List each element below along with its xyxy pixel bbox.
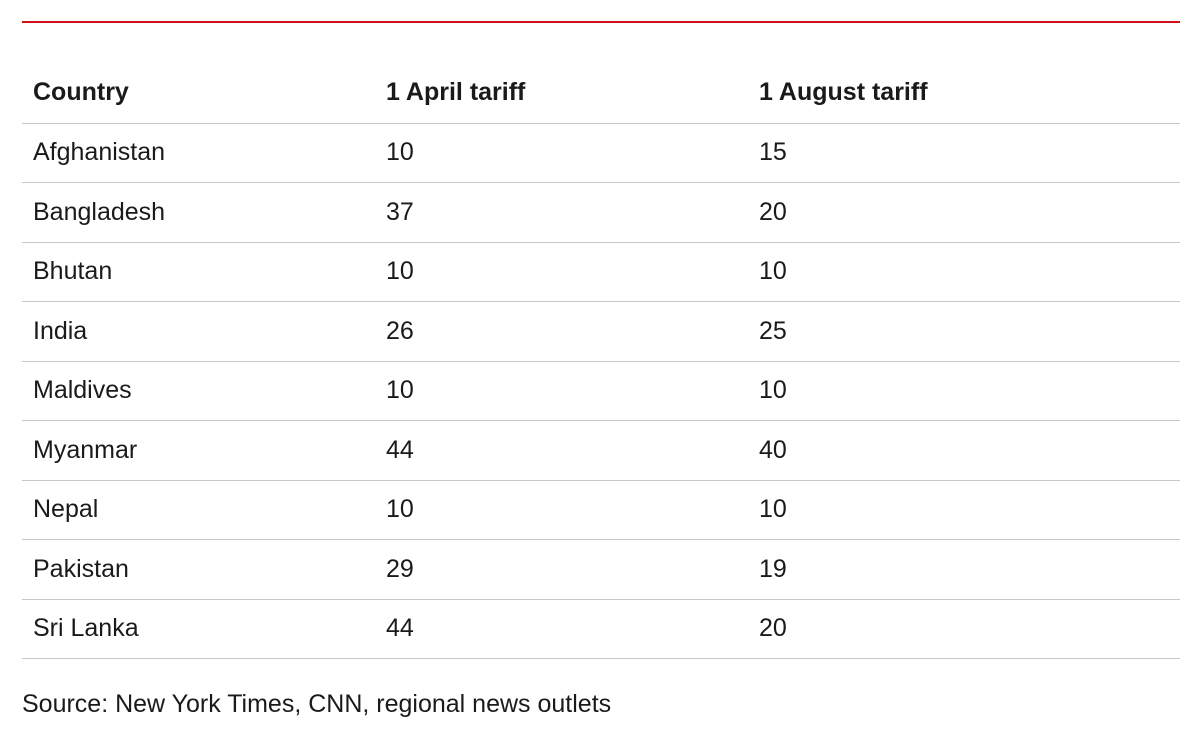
country-cell: Bhutan <box>22 242 375 302</box>
table-row: Bhutan 10 10 <box>22 242 1180 302</box>
april-tariff-cell: 10 <box>375 242 748 302</box>
table-header: Country 1 April tariff 1 August tariff <box>22 64 1180 124</box>
country-cell: India <box>22 301 375 362</box>
country-cell: Nepal <box>22 480 375 540</box>
table-row: Sri Lanka 44 20 <box>22 599 1180 659</box>
country-cell: Myanmar <box>22 420 375 481</box>
table-row: Pakistan 29 19 <box>22 539 1180 600</box>
august-tariff-cell: 40 <box>748 420 1180 481</box>
august-tariff-cell: 20 <box>748 182 1180 243</box>
country-cell: Pakistan <box>22 539 375 600</box>
table-row: Afghanistan 10 15 <box>22 123 1180 183</box>
august-tariff-cell: 15 <box>748 123 1180 183</box>
august-tariff-cell: 25 <box>748 301 1180 362</box>
top-accent-rule <box>22 21 1180 23</box>
august-tariff-cell: 10 <box>748 480 1180 540</box>
header-row: Country 1 April tariff 1 August tariff <box>22 64 1180 124</box>
april-tariff-cell: 37 <box>375 182 748 243</box>
april-tariff-cell: 26 <box>375 301 748 362</box>
april-tariff-cell: 29 <box>375 539 748 600</box>
table-row: Bangladesh 37 20 <box>22 182 1180 243</box>
column-header-country: Country <box>22 64 375 124</box>
source-note: Source: New York Times, CNN, regional ne… <box>22 690 612 718</box>
april-tariff-cell: 44 <box>375 599 748 659</box>
column-header-april-tariff: 1 April tariff <box>375 64 748 124</box>
column-header-august-tariff: 1 August tariff <box>748 64 1180 124</box>
august-tariff-cell: 10 <box>748 361 1180 421</box>
country-cell: Afghanistan <box>22 123 375 183</box>
august-tariff-cell: 10 <box>748 242 1180 302</box>
april-tariff-cell: 10 <box>375 480 748 540</box>
april-tariff-cell: 44 <box>375 420 748 481</box>
august-tariff-cell: 19 <box>748 539 1180 600</box>
august-tariff-cell: 20 <box>748 599 1180 659</box>
april-tariff-cell: 10 <box>375 123 748 183</box>
table-row: India 26 25 <box>22 301 1180 362</box>
tariff-table: Country 1 April tariff 1 August tariff A… <box>22 64 1180 659</box>
country-cell: Maldives <box>22 361 375 421</box>
table-row: Myanmar 44 40 <box>22 420 1180 481</box>
table-row: Maldives 10 10 <box>22 361 1180 421</box>
tariff-table-container: Country 1 April tariff 1 August tariff A… <box>22 64 1180 659</box>
country-cell: Sri Lanka <box>22 599 375 659</box>
table-row: Nepal 10 10 <box>22 480 1180 540</box>
table-body: Afghanistan 10 15 Bangladesh 37 20 Bhutan 10 10 I… <box>22 123 1180 659</box>
country-cell: Bangladesh <box>22 182 375 243</box>
april-tariff-cell: 10 <box>375 361 748 421</box>
